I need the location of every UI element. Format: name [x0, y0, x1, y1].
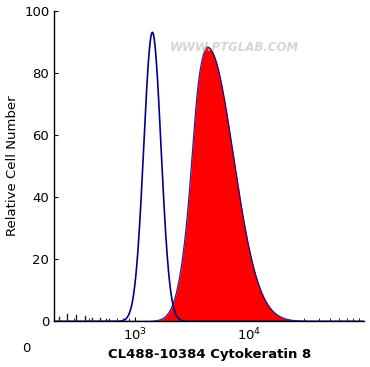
X-axis label: CL488-10384 Cytokeratin 8: CL488-10384 Cytokeratin 8 — [108, 348, 311, 361]
Y-axis label: Relative Cell Number: Relative Cell Number — [6, 96, 18, 236]
Text: 0: 0 — [22, 342, 30, 355]
Text: WWW.PTGLAB.COM: WWW.PTGLAB.COM — [169, 41, 299, 54]
